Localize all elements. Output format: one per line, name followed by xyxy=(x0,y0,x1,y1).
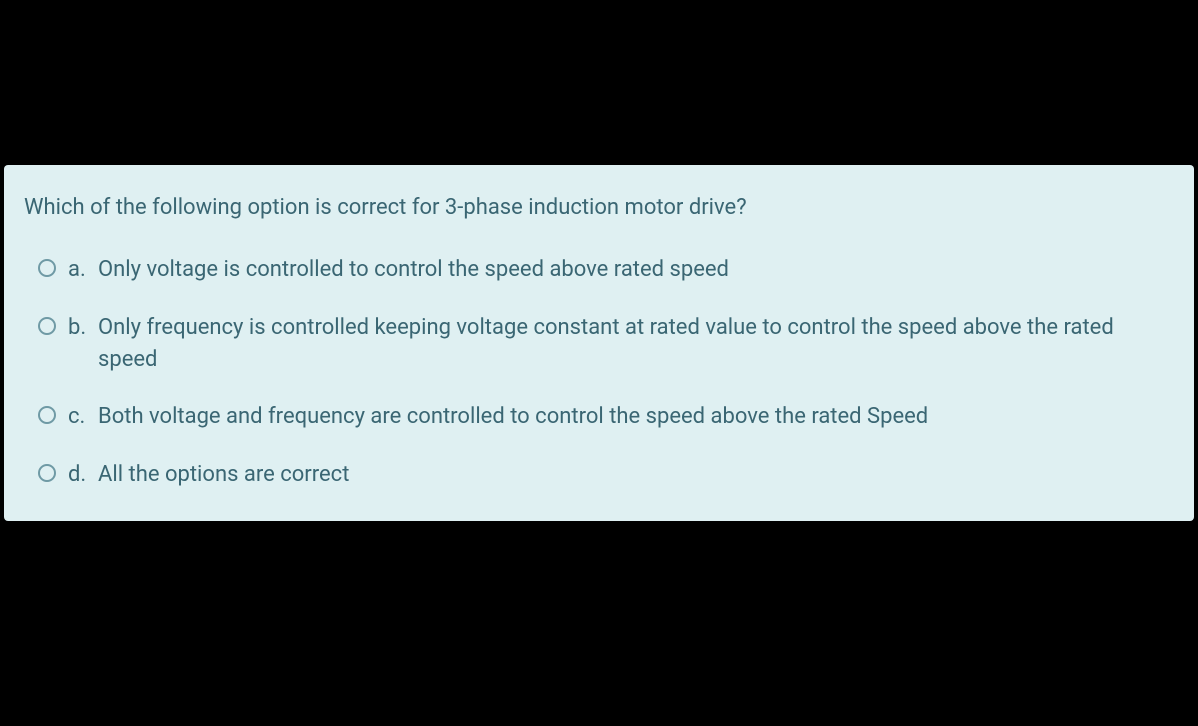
radio-d[interactable] xyxy=(38,464,56,482)
option-row-b[interactable]: b. Only frequency is controlled keeping … xyxy=(24,312,1174,376)
option-text-d: All the options are correct xyxy=(98,459,1174,491)
option-text-a: Only voltage is controlled to control th… xyxy=(98,254,1174,286)
option-letter-c: c. xyxy=(68,401,92,433)
option-letter-a: a. xyxy=(68,254,92,286)
radio-a[interactable] xyxy=(38,259,56,277)
option-row-a[interactable]: a. Only voltage is controlled to control… xyxy=(24,254,1174,286)
radio-c[interactable] xyxy=(38,406,56,424)
question-prompt: Which of the following option is correct… xyxy=(24,193,1174,224)
option-row-d[interactable]: d. All the options are correct xyxy=(24,459,1174,491)
option-text-b: Only frequency is controlled keeping vol… xyxy=(98,312,1174,376)
option-row-c[interactable]: c. Both voltage and frequency are contro… xyxy=(24,401,1174,433)
radio-b[interactable] xyxy=(38,317,56,335)
question-card: Which of the following option is correct… xyxy=(4,165,1194,521)
option-letter-b: b. xyxy=(68,312,92,344)
option-text-c: Both voltage and frequency are controlle… xyxy=(98,401,1174,433)
option-letter-d: d. xyxy=(68,459,92,491)
